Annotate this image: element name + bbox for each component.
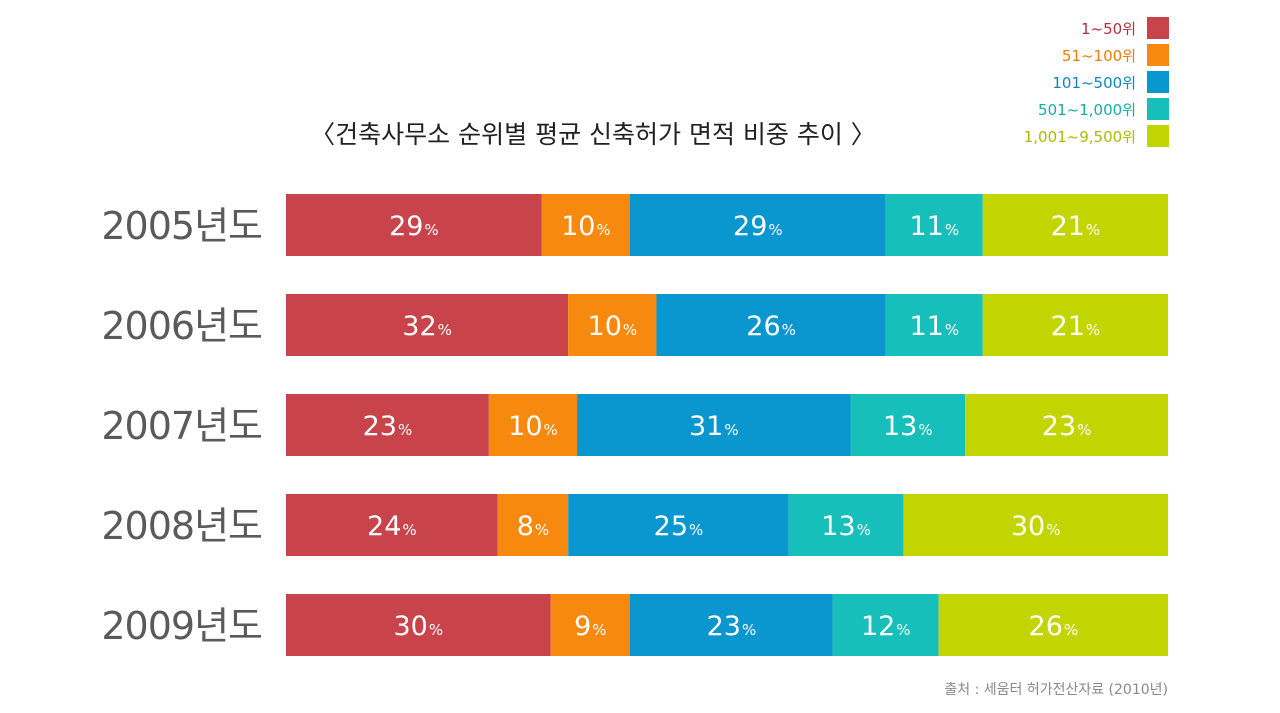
category-label: 2006년도 [101, 304, 262, 348]
bar-segment [938, 594, 1168, 656]
data-label: 31% [689, 411, 739, 442]
legend-label: 101~500위 [1052, 74, 1136, 92]
data-label: 23% [707, 611, 757, 642]
data-label: 8% [517, 511, 549, 542]
bars: 29% 10% 29% 11% 21% 32% 10% 26% 11% 21% 23% 10% 31% 1… [286, 194, 1168, 656]
data-label: 21% [1051, 311, 1101, 342]
data-label: 29% [733, 211, 783, 242]
data-label: 24% [367, 511, 417, 542]
legend-swatch [1147, 44, 1169, 66]
legend-label: 501~1,000위 [1038, 101, 1136, 119]
data-label: 21% [1051, 211, 1101, 242]
data-label: 12% [861, 611, 911, 642]
data-label: 11% [909, 211, 959, 242]
data-label: 23% [1042, 411, 1092, 442]
bar-segment [286, 394, 489, 456]
category-label: 2009년도 [101, 604, 262, 648]
legend-swatch [1147, 125, 1169, 147]
data-label: 10% [561, 211, 611, 242]
legend-label: 1~50위 [1081, 20, 1136, 38]
legend-swatch [1147, 17, 1169, 39]
data-label: 11% [909, 311, 959, 342]
bar-segment [488, 394, 578, 456]
data-label: 10% [588, 311, 638, 342]
bar-segment [629, 594, 833, 656]
data-label: 26% [1029, 611, 1079, 642]
bar-segment [903, 494, 1168, 556]
bar-segment [550, 594, 630, 656]
data-label: 30% [393, 611, 443, 642]
category-label: 2007년도 [101, 404, 262, 448]
bar-segment [629, 194, 886, 256]
bar-segment [885, 294, 983, 356]
source-note: 출처 : 세움터 허가전산자료 (2010년) [944, 682, 1168, 698]
data-label: 13% [821, 511, 871, 542]
chart-title: 〈건축사무소 순위별 평균 신축허가 면적 비중 추이 〉 [310, 120, 876, 149]
data-label: 23% [363, 411, 413, 442]
bar-segment [885, 194, 983, 256]
bar-segment [497, 494, 569, 556]
bar-segment [982, 294, 1168, 356]
data-label: 29% [389, 211, 439, 242]
bar-segment [788, 494, 904, 556]
bar-segment [982, 194, 1168, 256]
data-label: 9% [574, 611, 606, 642]
data-label: 13% [883, 411, 933, 442]
legend: 1~50위 51~100위 101~500위 501~1,000위 1,001~9,50… [1024, 17, 1169, 147]
category-label: 2008년도 [101, 504, 262, 548]
legend-swatch [1147, 98, 1169, 120]
bar-segment [850, 394, 966, 456]
category-labels: 2005년도 2006년도 2007년도 2008년도 2009년도 [101, 204, 263, 648]
bar-segment [286, 594, 551, 656]
bar-segment [286, 294, 569, 356]
bar-segment [568, 294, 657, 356]
data-label: 25% [654, 511, 704, 542]
legend-swatch [1147, 71, 1169, 93]
bar-segment [286, 494, 498, 556]
data-label: 10% [508, 411, 558, 442]
bar-segment [286, 194, 542, 256]
data-label: 26% [746, 311, 796, 342]
bar-segment [832, 594, 939, 656]
bar-segment [541, 194, 630, 256]
bar-segment [568, 494, 789, 556]
legend-label: 51~100위 [1062, 47, 1136, 65]
legend-label: 1,001~9,500위 [1024, 128, 1136, 146]
data-label: 32% [402, 311, 452, 342]
data-label: 30% [1011, 511, 1061, 542]
bar-segment [656, 294, 886, 356]
bar-segment [577, 394, 851, 456]
bar-segment [965, 394, 1168, 456]
category-label: 2005년도 [101, 204, 262, 248]
